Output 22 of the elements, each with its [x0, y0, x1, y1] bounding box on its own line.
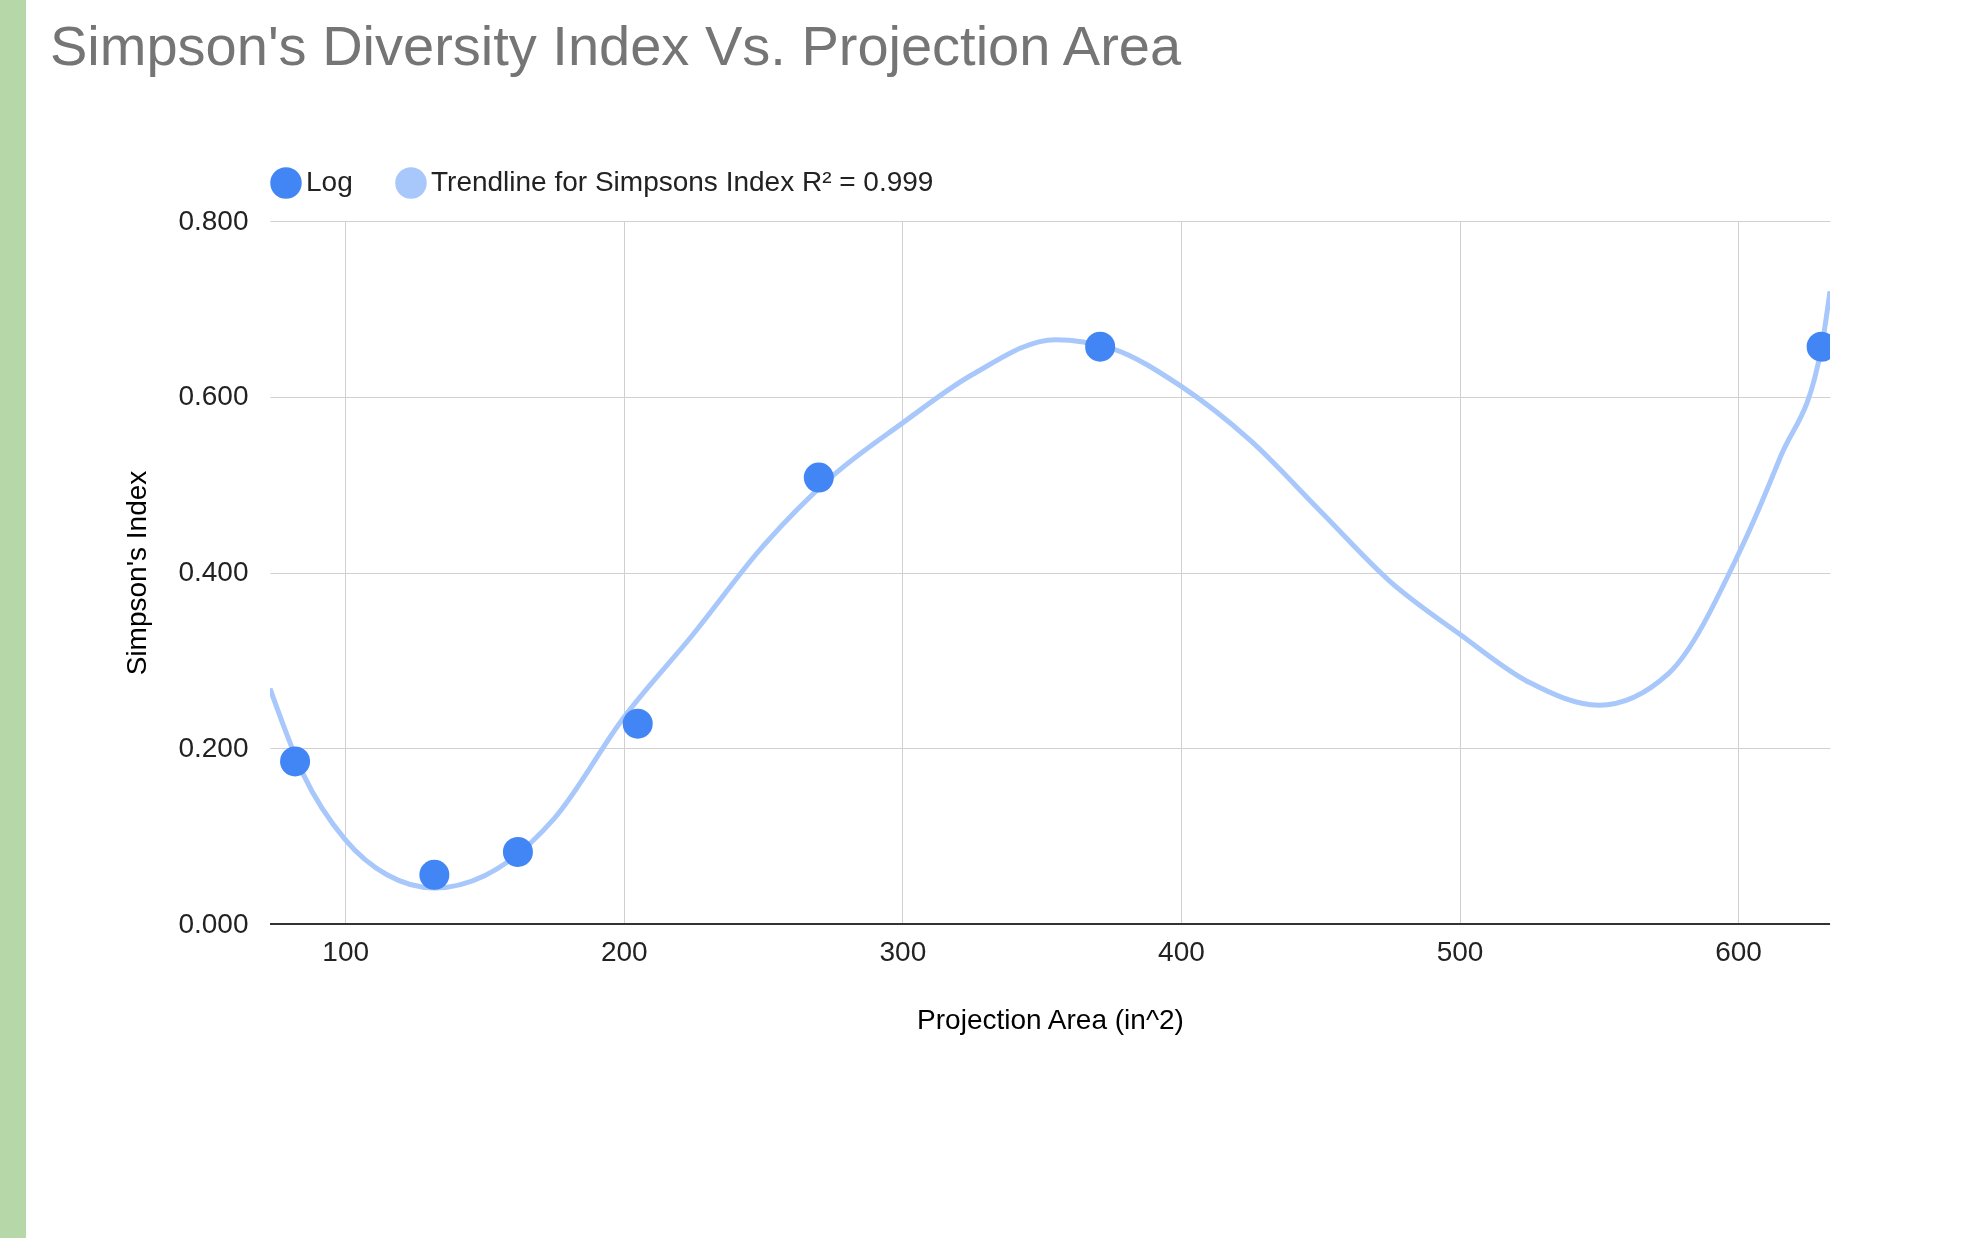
x-tick-label: 100	[322, 935, 370, 967]
y-tick-label: 0.800	[178, 204, 249, 236]
x-tick-label: 600	[1715, 935, 1762, 967]
legend-label: Log	[306, 166, 353, 197]
y-tick-label: 0.600	[178, 380, 249, 412]
x-tick-label: 400	[1158, 935, 1205, 967]
point	[419, 859, 450, 890]
x-tick-label: 500	[1436, 935, 1484, 967]
point	[1085, 331, 1116, 362]
y-tick-label: 0.000	[178, 907, 249, 939]
y-tick-label: 0.400	[178, 556, 249, 587]
y-axis-title: Simpson's Index	[121, 470, 153, 676]
point	[502, 836, 533, 867]
y-tick-label: 0.200	[178, 731, 249, 763]
x-tick-label: 200	[600, 935, 648, 967]
chart-title: Simpson's Diversity Index Vs. Projection Area	[50, 14, 1183, 77]
legend-label: Trendline for Simpsons Index R² = 0.999	[431, 166, 934, 197]
x-axis-title: Projection Area (in^2)	[917, 1003, 1184, 1035]
point	[280, 746, 311, 777]
x-tick-label: 300	[879, 935, 927, 967]
point	[803, 462, 834, 493]
point	[622, 708, 653, 739]
